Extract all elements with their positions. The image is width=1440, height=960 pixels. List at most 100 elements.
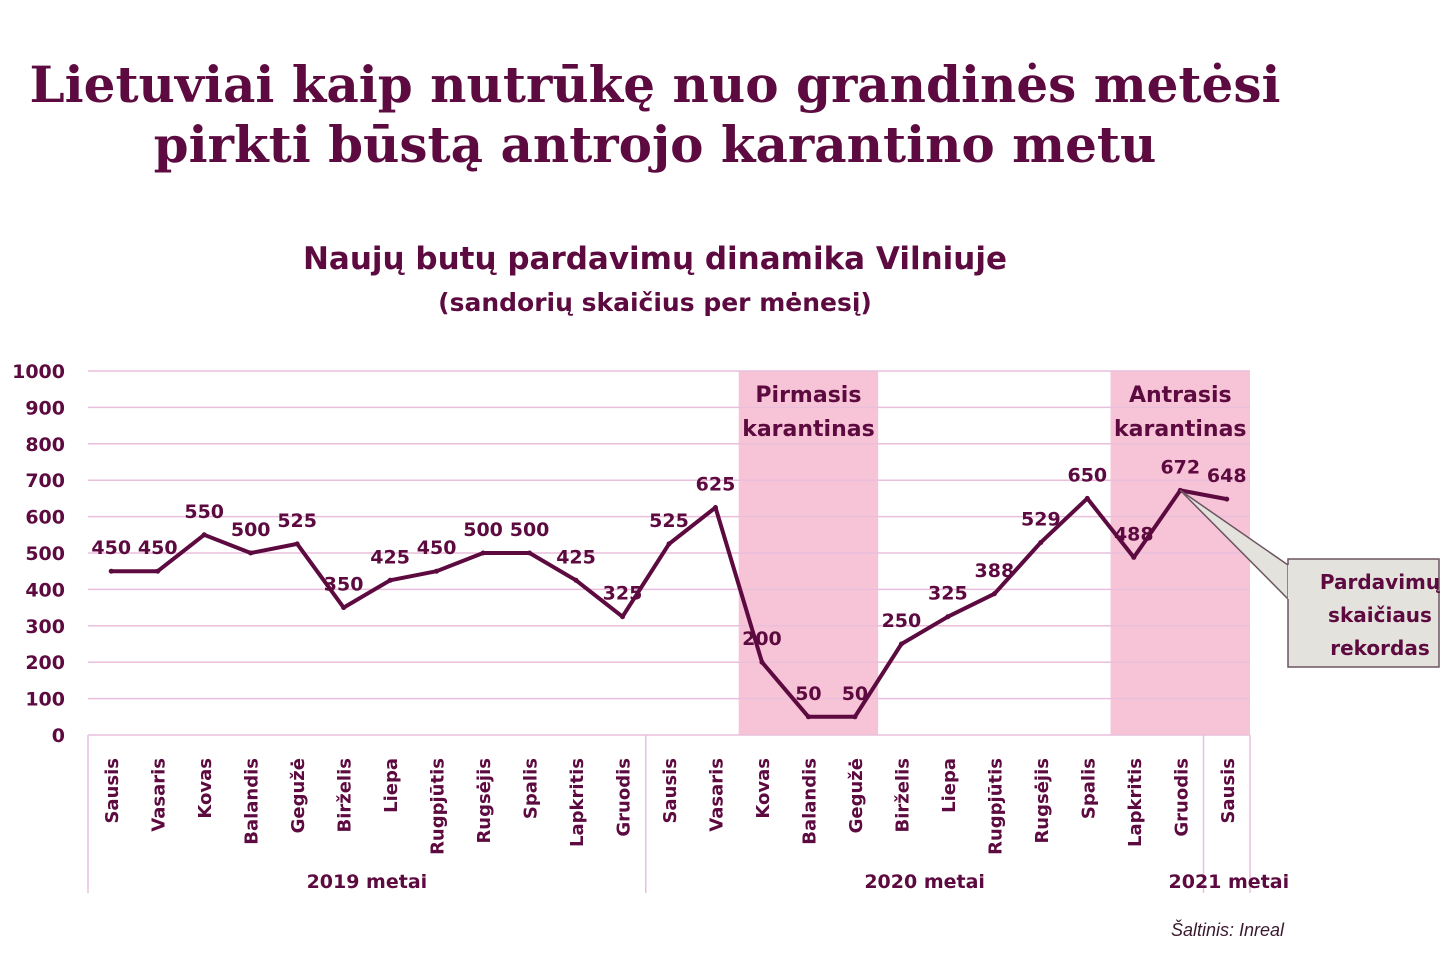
data-point [852,714,858,720]
x-tick-label: Spalis [1078,758,1099,819]
data-label: 200 [742,628,782,650]
x-tick-label: Lapkritis [1125,758,1146,847]
x-tick-label: Lapkritis [567,758,588,847]
headline-line-2: pirkti būstą antrojo karantino metu [153,115,1157,174]
y-tick-label: 200 [25,652,65,674]
data-point [712,505,718,510]
data-label: 450 [417,537,457,559]
x-tick-label: Balandis [799,758,820,845]
data-label: 525 [277,510,317,532]
data-label: 425 [370,546,410,568]
x-tick-label: Rugsėjis [1032,758,1053,844]
data-label: 500 [510,519,550,541]
y-tick-label: 800 [25,434,65,456]
data-label: 350 [324,574,364,596]
callout-box [1287,558,1440,668]
headline-line-1: Lietuviai kaip nutrūkę nuo grandinės met… [29,55,1281,114]
data-point [341,605,347,611]
data-label: 450 [91,537,131,559]
data-label: 50 [842,683,868,705]
data-point [898,641,904,647]
x-tick-label: Vasaris [706,758,727,832]
year-group-label: 2019 metai [307,871,428,893]
y-tick-label: 400 [25,579,65,601]
data-label: 650 [1067,464,1107,486]
data-point [387,577,393,583]
x-tick-label: Liepa [939,758,960,813]
y-tick-label: 0 [52,725,65,747]
data-label: 625 [696,474,736,496]
data-point [434,568,440,574]
data-label: 325 [928,583,968,605]
x-tick-label: Liepa [381,758,402,813]
x-tick-label: Rugsėjis [474,758,495,844]
data-point [480,550,486,556]
callout-text: Pardavimų [1320,570,1440,594]
data-point [991,591,997,597]
y-tick-label: 1000 [12,361,65,383]
x-tick-label: Sausis [1218,758,1239,824]
x-tick-label: Sausis [102,758,123,824]
data-label: 50 [795,683,821,705]
data-point [248,550,254,556]
x-tick-label: Gruodis [1171,758,1192,837]
x-tick-label: Gegužė [846,758,867,833]
y-tick-label: 300 [25,616,65,638]
data-label: 525 [649,510,689,532]
data-point [108,568,114,574]
data-label: 425 [556,546,596,568]
chart-subtitle: (sandorių skaičius per mėnesį) [438,288,872,317]
data-point [1131,554,1137,560]
x-tick-label: Balandis [242,758,263,845]
data-label: 500 [463,519,503,541]
y-tick-label: 900 [25,397,65,419]
data-label: 488 [1114,523,1154,545]
data-point [1084,495,1090,501]
data-label: 250 [882,610,922,632]
x-tick-label: Kovas [195,758,216,819]
source-note: Šaltinis: Inreal [1170,920,1284,940]
headline: Lietuviai kaip nutrūkę nuo grandinės met… [0,55,1310,175]
data-point [759,659,765,665]
data-label: 672 [1160,456,1200,478]
data-point [666,541,672,547]
quarantine-label-1: Pirmasis [755,383,861,408]
x-tick-label: Rugpjūtis [428,758,449,855]
data-point [805,714,811,720]
callout-text: rekordas [1330,636,1430,660]
data-label: 500 [231,519,271,541]
quarantine-label-1: karantinas [742,417,875,442]
year-group-label: 2021 metai [1169,871,1290,893]
x-tick-label: Birželis [892,758,913,833]
data-label: 325 [603,583,643,605]
data-label: 450 [138,537,178,559]
data-point [945,614,951,620]
data-point [201,532,207,538]
x-tick-label: Spalis [521,758,542,819]
y-tick-label: 500 [25,543,65,565]
y-tick-label: 700 [25,470,65,492]
quarantine-label-2: Antrasis [1129,383,1232,408]
year-group-label: 2020 metai [864,871,985,893]
x-tick-label: Birželis [335,758,356,833]
data-label: 648 [1207,465,1247,487]
callout-text: skaičiaus [1328,603,1432,627]
chart-title: Naujų butų pardavimų dinamika Vilniuje [302,241,1008,277]
data-point [573,577,579,583]
data-label: 529 [1021,508,1061,530]
data-label: 388 [975,560,1015,582]
data-point [527,550,533,556]
x-tick-label: Rugpjūtis [985,758,1006,855]
data-point [155,568,161,574]
x-tick-label: Sausis [660,758,681,824]
data-point [1224,496,1230,502]
data-label: 550 [184,501,224,523]
quarantine-label-2: karantinas [1114,417,1247,442]
data-point [620,614,626,620]
x-tick-label: Gegužė [288,758,309,833]
data-point [1038,539,1044,545]
data-point [294,541,300,547]
x-tick-label: Vasaris [149,758,170,832]
y-tick-label: 100 [25,689,65,711]
